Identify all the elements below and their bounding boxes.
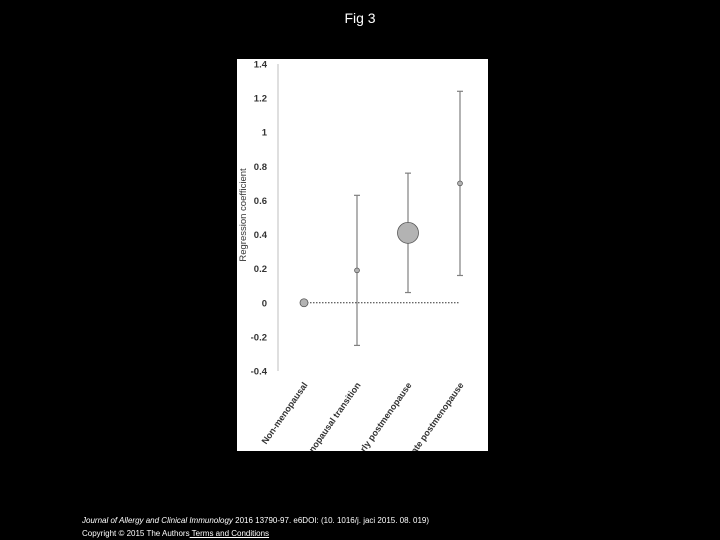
citation-details: 2016 13790-97. e6DOI: (10. 1016/j. jaci … [232,516,430,525]
data-point [397,221,419,244]
y-tick-label: 0 [262,298,267,309]
citation-journal: Journal of Allergy and Clinical Immunolo… [82,516,233,525]
y-tick-label: -0.4 [251,367,268,378]
y-tick-label: 0.8 [254,162,267,173]
terms-link[interactable]: Terms and Conditions [189,529,270,538]
y-tick-label: 1.2 [254,94,267,105]
y-tick-label: 0.2 [254,264,267,275]
slide-title: Fig 3 [344,10,376,26]
y-tick-label: 0.6 [254,196,267,207]
data-point [299,298,309,308]
y-tick-label: 1.4 [254,60,268,71]
y-tick-label: -0.2 [251,332,267,343]
x-category-label: Non-menopausal [260,380,310,446]
copyright: Copyright © 2015 The Authors Terms and C… [82,529,269,538]
data-point [354,267,360,274]
y-axis-label: Regression coefficient [238,168,249,262]
x-category-label: Early postmenopause [352,380,414,451]
citation: Journal of Allergy and Clinical Immunolo… [82,516,429,525]
y-tick-label: 0.4 [254,230,268,241]
data-point [457,180,463,187]
x-category-label: Menopausal transition [300,380,363,451]
x-category-label: Late postmenopause [406,380,466,451]
copyright-text: Copyright © 2015 The Authors [82,529,190,538]
regression-chart: Regression coefficient -0.4 -0.2 0 0.2 0.4 0.… [238,60,466,452]
y-tick-label: 1 [262,128,268,139]
figure-panel: Regression coefficient -0.4 -0.2 0 0.2 0.4 0.… [237,59,488,451]
